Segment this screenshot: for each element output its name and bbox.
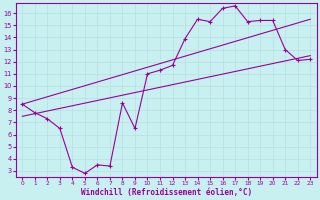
- X-axis label: Windchill (Refroidissement éolien,°C): Windchill (Refroidissement éolien,°C): [81, 188, 252, 197]
